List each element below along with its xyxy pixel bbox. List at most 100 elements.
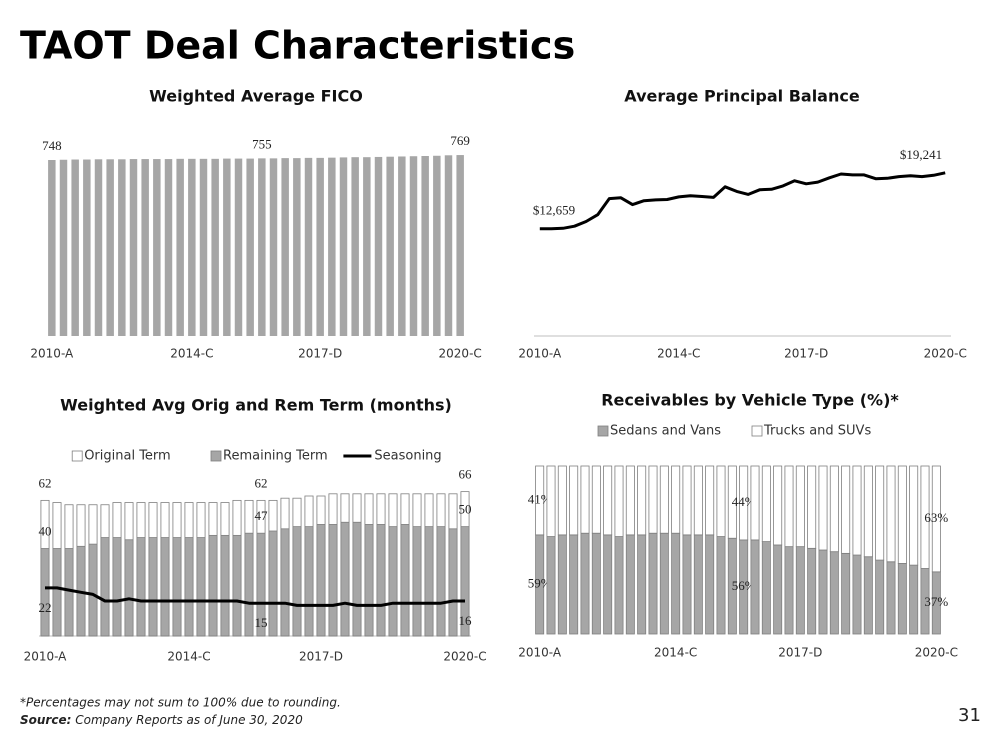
bar	[328, 157, 336, 336]
chart-title: Weighted Average FICO	[149, 87, 363, 106]
bar-segment	[841, 552, 851, 635]
bar	[388, 526, 398, 637]
bar-segment	[659, 532, 669, 635]
bar-segment	[841, 465, 851, 554]
bar-segment	[625, 534, 635, 635]
legend-label: Trucks and SUVs	[763, 424, 871, 439]
x-tick-label: 2020-C	[915, 646, 958, 660]
legend-swatch	[597, 425, 609, 437]
bar	[124, 539, 134, 637]
x-tick-label: 2017-D	[784, 347, 828, 361]
bar	[234, 158, 243, 336]
source-label: Source:	[20, 713, 71, 727]
data-label: $12,659	[533, 203, 575, 218]
bar-segment	[897, 465, 907, 564]
bar	[160, 537, 170, 637]
bar-segment	[591, 532, 601, 635]
bar	[304, 157, 313, 336]
bar-segment	[909, 465, 919, 566]
bar-segment	[829, 551, 839, 635]
bar	[59, 159, 68, 336]
bar	[176, 158, 184, 336]
bar-segment	[875, 559, 885, 635]
x-tick-label: 2010-A	[24, 650, 68, 664]
x-tick-label: 2014-C	[170, 347, 213, 361]
bar	[256, 532, 266, 637]
bar	[412, 526, 422, 637]
bar	[364, 524, 374, 637]
bar-segment	[648, 465, 658, 534]
bar	[409, 156, 418, 336]
bar-segment	[648, 532, 658, 635]
bar-segment	[829, 465, 839, 553]
bar-segment	[727, 465, 737, 539]
bar	[64, 548, 74, 637]
bar	[188, 158, 196, 336]
bar-segment	[920, 465, 930, 569]
bar	[398, 156, 406, 336]
bar-segment	[546, 465, 556, 537]
bar	[232, 534, 242, 637]
bar-segment	[659, 465, 669, 534]
x-tick-label: 2010-A	[30, 347, 74, 361]
bar-segment	[807, 465, 817, 549]
data-label: 15	[255, 615, 268, 630]
bar	[436, 526, 446, 637]
legend-label: Original Term	[84, 449, 171, 464]
bar	[444, 155, 453, 336]
bar	[118, 159, 126, 336]
data-label: $19,241	[900, 147, 942, 162]
bar	[223, 158, 231, 336]
bar	[83, 159, 91, 336]
source: Source: Company Reports as of June 30, 2…	[20, 713, 303, 727]
bar-segment	[761, 465, 771, 542]
bar-segment	[897, 563, 907, 635]
legend-swatch	[751, 425, 763, 437]
bar	[376, 524, 386, 637]
bar	[94, 159, 103, 336]
bar	[71, 159, 79, 336]
bar-segment	[795, 546, 805, 635]
bar	[211, 158, 219, 336]
bar	[129, 159, 138, 336]
bar-segment	[761, 541, 771, 635]
bar-segment	[591, 465, 601, 534]
bar	[386, 156, 394, 336]
bar	[448, 528, 458, 637]
bar	[328, 524, 338, 637]
bar	[340, 521, 350, 637]
data-label: 62	[39, 475, 52, 490]
bar	[164, 159, 173, 336]
bar-segment	[739, 465, 749, 541]
bar-segment	[750, 539, 760, 635]
data-label: 66	[459, 467, 473, 482]
x-tick-label: 2010-A	[518, 646, 562, 660]
bar	[141, 159, 149, 336]
bar	[316, 524, 326, 637]
bar-segment	[693, 465, 703, 536]
chart-title: Average Principal Balance	[624, 87, 860, 106]
chart-title: Receivables by Vehicle Type (%)*	[601, 391, 899, 410]
x-tick-label: 2020-C	[443, 650, 486, 664]
x-tick-label: 2010-A	[518, 347, 562, 361]
bar-segment	[795, 465, 805, 548]
bar-segment	[773, 465, 783, 546]
x-tick-label: 2017-D	[778, 646, 822, 660]
bar	[460, 526, 470, 637]
bar	[304, 526, 314, 637]
bar-segment	[716, 536, 726, 635]
legend-swatch	[210, 450, 222, 462]
bar	[153, 159, 161, 336]
bar	[208, 534, 218, 637]
bar-segment	[931, 465, 941, 573]
bar	[268, 530, 278, 637]
bar	[136, 537, 146, 637]
x-tick-label: 2014-C	[654, 646, 697, 660]
bar	[433, 155, 441, 336]
data-label: 63%	[924, 510, 948, 525]
data-label: 41%	[528, 491, 552, 506]
bar	[293, 158, 301, 336]
footnote: *Percentages may not sum to 100% due to …	[20, 696, 341, 710]
chart-title: Weighted Avg Orig and Rem Term (months)	[60, 396, 452, 415]
